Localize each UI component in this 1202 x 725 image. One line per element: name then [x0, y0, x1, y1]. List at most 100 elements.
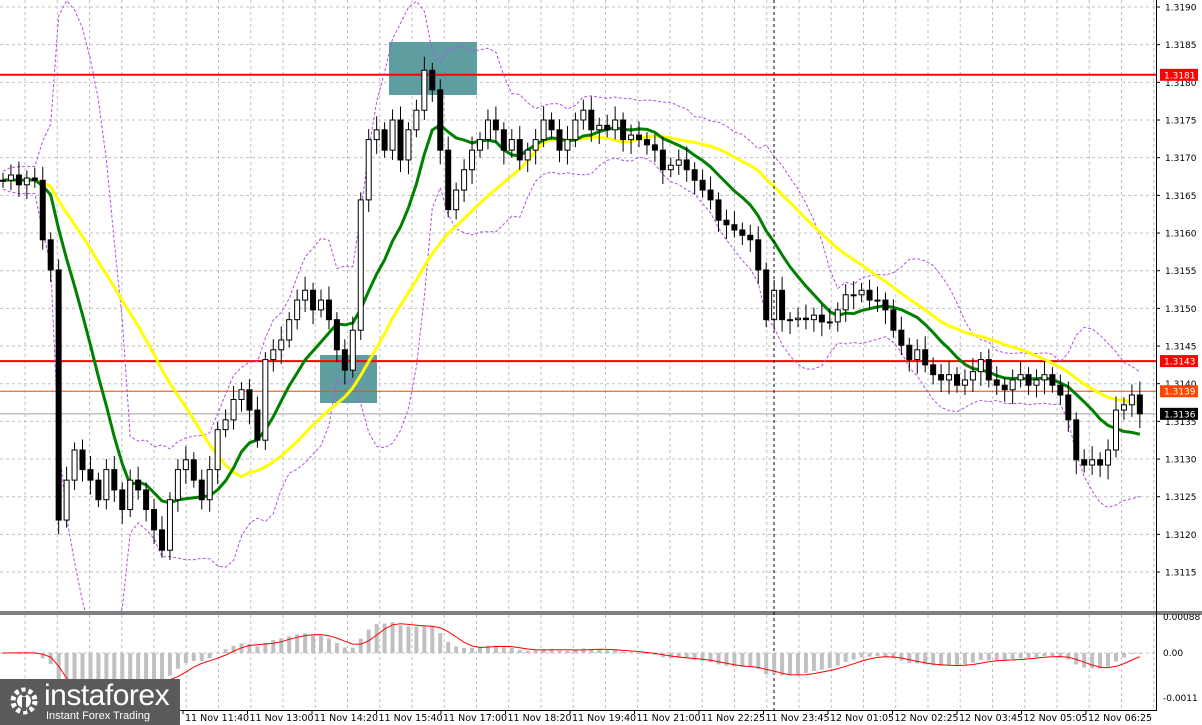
- oscillator-bar: [24, 652, 29, 654]
- candle: [723, 209, 730, 240]
- bearish-candle-body: [715, 199, 722, 221]
- oscillator-bar: [311, 634, 316, 653]
- slow-moving-average: [2, 134, 1141, 479]
- candle: [492, 106, 499, 142]
- oscillator-bar: [1074, 653, 1079, 665]
- bearish-candle-body: [643, 139, 650, 146]
- bearish-candle-body: [492, 119, 499, 131]
- candle: [818, 304, 825, 337]
- oscillator-bar: [589, 649, 594, 653]
- candle: [977, 352, 984, 386]
- bearish-candle-body: [723, 219, 730, 226]
- oscillator-bar: [414, 626, 419, 653]
- candle: [508, 129, 515, 158]
- oscillator-bar: [724, 653, 729, 666]
- oscillator-panel: [1, 622, 1142, 703]
- oscillator-bar: [88, 653, 93, 703]
- oscillator-bar: [509, 647, 514, 653]
- candle: [0, 172, 6, 188]
- candle: [795, 307, 801, 328]
- price-tick-label: 1.3190: [1165, 4, 1197, 14]
- oscillator-bar: [756, 653, 761, 670]
- oscillator-bar: [255, 646, 260, 653]
- oscillator-bar: [621, 651, 626, 653]
- bearish-candle-body: [111, 469, 118, 491]
- bullish-candle-body: [0, 179, 6, 182]
- candle: [691, 162, 698, 195]
- bearish-candle-body: [1136, 394, 1143, 415]
- oscillator-bar: [493, 645, 498, 653]
- bearish-candle-body: [1081, 459, 1088, 466]
- bearish-candle-body: [1073, 419, 1080, 461]
- bearish-candle-body: [1057, 384, 1064, 396]
- bearish-candle-body: [143, 489, 150, 511]
- candle: [477, 132, 483, 158]
- time-tick-label: 11 Nov 14:20: [314, 713, 378, 724]
- candle: [333, 312, 340, 362]
- oscillator-bar: [788, 653, 793, 676]
- candle: [667, 157, 674, 178]
- bearish-candle-body: [699, 179, 706, 191]
- bullish-candle-body: [572, 119, 579, 141]
- candle: [524, 142, 531, 172]
- oscillator-bar: [287, 636, 292, 653]
- bearish-candle-body: [739, 229, 746, 236]
- bearish-candle-body: [604, 124, 611, 131]
- candle: [1073, 412, 1080, 475]
- candle: [318, 289, 324, 318]
- indicator-tick-label: 0.00: [1163, 649, 1183, 659]
- candle: [906, 337, 913, 372]
- candle: [349, 316, 356, 378]
- oscillator-bar: [931, 653, 936, 666]
- candle: [389, 109, 396, 160]
- bullish-candle-body: [1041, 374, 1048, 381]
- oscillator-bar: [819, 653, 824, 670]
- bullish-candle-body: [174, 469, 181, 501]
- level-price-label-bg: [1160, 68, 1198, 81]
- bullish-candle-body: [946, 374, 953, 381]
- oscillator-bar: [382, 623, 387, 653]
- oscillator-bar: [80, 653, 85, 703]
- bearish-candle-body: [1001, 384, 1008, 391]
- upper-band: [2, 0, 1141, 450]
- bearish-candle-body: [818, 314, 825, 323]
- time-tick-label: 11 Nov 11:40: [185, 713, 249, 724]
- bullish-candle-body: [874, 299, 881, 302]
- oscillator-bar: [231, 645, 236, 653]
- oscillator-bar: [1082, 653, 1087, 668]
- bullish-candle-body: [580, 109, 587, 121]
- candle: [63, 466, 70, 528]
- bearish-candle-body: [993, 379, 1000, 386]
- candle: [39, 166, 46, 250]
- bearish-candle-body: [763, 269, 770, 321]
- candle: [763, 262, 770, 328]
- bullish-candle-body: [182, 459, 189, 471]
- bearish-candle-body: [198, 479, 205, 501]
- candle: [166, 492, 173, 560]
- bullish-candle-body: [421, 69, 428, 111]
- oscillator-bar: [1058, 653, 1063, 658]
- oscillator-bar: [223, 649, 228, 653]
- oscillator-bar: [907, 653, 912, 664]
- price-tick-label: 1.3165: [1165, 192, 1197, 202]
- bullish-candle-body: [278, 339, 285, 351]
- price-tick-label: 1.3140: [1165, 380, 1197, 390]
- bullish-candle-body: [270, 349, 277, 361]
- candle: [572, 112, 579, 148]
- oscillator-bar: [247, 643, 252, 653]
- bullish-candle-body: [842, 294, 849, 311]
- oscillator-bar: [1050, 653, 1055, 657]
- bearish-candle-body: [747, 234, 754, 241]
- candle: [365, 129, 372, 212]
- candle: [683, 146, 690, 182]
- candle: [810, 307, 817, 332]
- oscillator-bar: [986, 653, 991, 661]
- oscillator-bar: [740, 653, 745, 667]
- bearish-candle-body: [1097, 459, 1104, 466]
- oscillator-bar: [1137, 653, 1142, 654]
- bearish-candle-body: [95, 479, 102, 501]
- bearish-candle-body: [310, 289, 317, 311]
- candle: [1105, 439, 1112, 480]
- oscillator-bar: [923, 653, 928, 665]
